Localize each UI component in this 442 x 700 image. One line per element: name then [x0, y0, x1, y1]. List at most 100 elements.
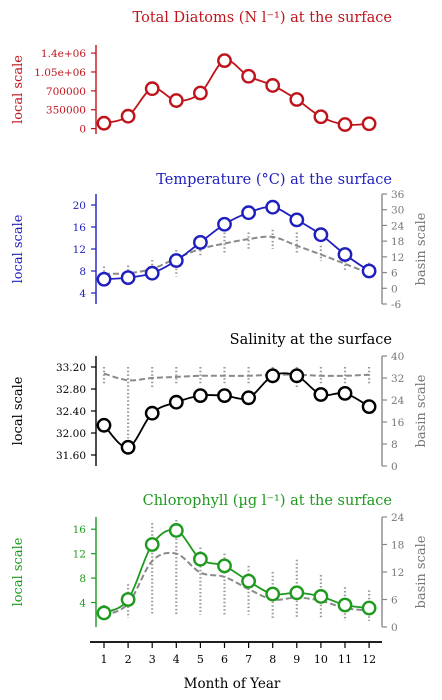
- x-tick-label: 3: [149, 653, 156, 666]
- temperature-data-point: [313, 227, 329, 243]
- salinity-data-point: [192, 388, 208, 403]
- salinity-data-point: [168, 394, 184, 410]
- diatoms-title: Total Diatoms (N l⁻¹) at the surface: [133, 10, 392, 26]
- diatoms-data-point: [265, 78, 281, 93]
- x-tick-label: 2: [125, 653, 132, 666]
- diatoms-data-point: [96, 115, 112, 131]
- diatoms-data-point: [289, 92, 305, 107]
- salinity-left-tick-label: 32.40: [56, 406, 86, 418]
- diatoms-data-point: [168, 93, 184, 108]
- temperature-right-tick-label: -6: [391, 299, 402, 311]
- salinity-data-point: [217, 388, 232, 403]
- salinity-data-point: [361, 399, 377, 414]
- temperature-left-tick-label: 20: [73, 200, 86, 212]
- x-tick-label: 5: [197, 653, 204, 666]
- chlorophyll-right-tick-label: 24: [391, 512, 405, 524]
- temperature-right-tick-label: 6: [391, 268, 398, 280]
- salinity-data-point: [313, 387, 329, 402]
- salinity-right-tick-label: 0: [391, 461, 398, 473]
- salinity-basin-mean-line: [103, 372, 370, 382]
- diatoms-data-point: [144, 81, 160, 97]
- temperature-data-point: [144, 265, 160, 281]
- salinity-left-tick-label: 32.00: [56, 428, 86, 440]
- temperature-left-tick-label: 16: [73, 222, 87, 234]
- diatoms-data-point: [217, 53, 232, 69]
- diatoms-local-line: [103, 59, 370, 126]
- chlorophyll-data-point: [241, 573, 257, 589]
- diatoms-data-point: [241, 68, 257, 84]
- temperature-local-line: [103, 206, 370, 281]
- temperature-data-point: [217, 216, 232, 232]
- x-tick-label: 6: [221, 653, 228, 666]
- temperature-right-tick-label: 12: [391, 252, 404, 264]
- temperature-data-point: [192, 234, 208, 250]
- salinity-right-tick-label: 24: [391, 395, 405, 407]
- temperature-data-point: [120, 270, 136, 285]
- salinity-right-tick-label: 40: [391, 351, 404, 363]
- diatoms-data-point: [361, 116, 377, 132]
- x-tick-label: 12: [362, 653, 376, 666]
- diatoms-left-tick-label: 1.05e+06: [34, 67, 86, 79]
- chlorophyll-data-point: [313, 589, 329, 604]
- temperature-right-tick-label: 18: [391, 236, 404, 248]
- chlorophyll-panel: Chlorophyll (µg l⁻¹) at the surface 16 12 8…: [11, 493, 429, 634]
- salinity-right-axis-label: basin scale: [414, 374, 429, 447]
- chlorophyll-data-point: [361, 600, 377, 616]
- chlorophyll-local-line: [103, 528, 370, 614]
- temperature-left-tick-label: 4: [79, 288, 86, 300]
- x-tick-label: 8: [269, 653, 276, 666]
- chlorophyll-data-point: [217, 558, 232, 574]
- x-tick-label: 10: [314, 653, 328, 666]
- chlorophyll-right-tick-label: 18: [391, 540, 404, 552]
- chlorophyll-data-point: [168, 523, 184, 538]
- chlorophyll-data-point: [337, 597, 353, 613]
- temperature-data-point: [241, 205, 257, 221]
- chlorophyll-left-tick-label: 16: [73, 524, 87, 536]
- diatoms-left-tick-label: 700000: [46, 86, 86, 98]
- x-tick-label: 1: [101, 653, 108, 666]
- chlorophyll-left-axis-label: local scale: [11, 537, 26, 606]
- salinity-data-point: [289, 368, 305, 384]
- chlorophyll-data-point: [192, 551, 208, 567]
- diatoms-data-point: [313, 109, 329, 125]
- diatoms-data-point: [120, 108, 136, 124]
- temperature-data-point: [337, 247, 353, 262]
- salinity-left-axis-label: local scale: [11, 376, 26, 445]
- salinity-local-line: [103, 372, 370, 449]
- chlorophyll-right-tick-label: 12: [391, 567, 404, 579]
- salinity-left-tick-label: 32.80: [56, 384, 86, 396]
- x-axis-label: Month of Year: [184, 676, 281, 692]
- chlorophyll-right-tick-label: 6: [391, 595, 398, 607]
- temperature-data-point: [289, 212, 305, 228]
- temperature-right-axis-label: basin scale: [414, 212, 429, 285]
- salinity-left-tick-label: 31.60: [56, 450, 86, 462]
- temperature-left-tick-label: 12: [73, 244, 86, 256]
- salinity-data-point: [265, 368, 281, 384]
- temperature-title: Temperature (°C) at the surface: [156, 172, 392, 188]
- salinity-title: Salinity at the surface: [230, 332, 392, 348]
- chlorophyll-right-tick-label: 0: [391, 622, 398, 634]
- chlorophyll-right-axis-label: basin scale: [414, 535, 429, 608]
- temperature-data-point: [96, 271, 112, 287]
- chlorophyll-data-point: [120, 592, 136, 607]
- diatoms-left-tick-label: 1.4e+06: [41, 48, 86, 60]
- salinity-data-point: [337, 385, 353, 401]
- chlorophyll-title: Chlorophyll (µg l⁻¹) at the surface: [143, 493, 392, 509]
- diatoms-panel: Total Diatoms (N l⁻¹) at the surface 1.4e…: [11, 10, 392, 136]
- diatoms-left-tick-label: 0: [79, 124, 86, 136]
- temperature-data-point: [265, 199, 281, 215]
- x-tick-label: 4: [173, 653, 180, 666]
- chlorophyll-left-tick-label: 4: [79, 598, 86, 610]
- temperature-right-tick-label: 0: [391, 283, 398, 295]
- x-tick-label: 11: [338, 653, 352, 666]
- chlorophyll-left-tick-label: 12: [73, 549, 86, 561]
- shared-x-axis: 1 2 3 4 5 6 7 8 9 10 11 12: [90, 641, 382, 666]
- salinity-data-point: [144, 405, 160, 421]
- temperature-data-point: [168, 253, 184, 268]
- x-tick-label: 9: [293, 653, 300, 666]
- chlorophyll-data-point: [96, 605, 112, 621]
- salinity-panel: Salinity at the surface 33.20 32.80 32.40 32…: [11, 332, 429, 473]
- salinity-left-tick-label: 33.20: [56, 362, 86, 374]
- salinity-data-point: [96, 417, 112, 433]
